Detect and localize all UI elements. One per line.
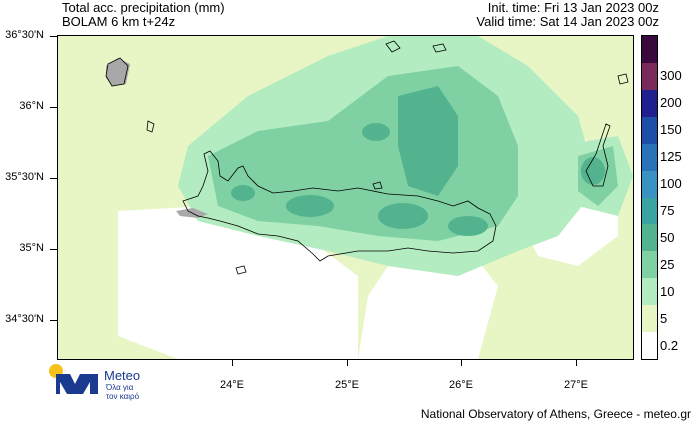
model-subtitle: BOLAM 6 km t+24z	[62, 14, 176, 29]
lat-label-35-30: 35°30'N	[5, 171, 44, 183]
island-coastline-2	[432, 43, 447, 53]
logo-tagline-line1: Όλα για	[106, 383, 134, 392]
lon-tick	[232, 360, 233, 366]
field-50mm-centre	[398, 86, 458, 196]
legend-swatch	[642, 36, 657, 64]
legend-swatch	[642, 170, 657, 198]
legend-label: 50	[660, 229, 675, 245]
logo-name: Meteo	[104, 368, 141, 383]
lat-tick	[50, 178, 57, 179]
lat-label-36: 36°N	[19, 100, 44, 112]
lat-tick	[50, 107, 57, 108]
karpathos-coastline	[585, 123, 611, 187]
island-coastline-1	[385, 40, 401, 53]
lon-label-24: 24°E	[220, 379, 244, 391]
lon-tick	[576, 360, 577, 366]
lon-label-26: 26°E	[449, 379, 473, 391]
init-time: Init. time: Fri 13 Jan 2023 00z	[487, 0, 659, 15]
legend-swatch	[642, 62, 657, 91]
lat-tick	[50, 320, 57, 321]
lat-label-35: 35°N	[19, 242, 44, 254]
lat-label-36-30: 36°30'N	[5, 29, 44, 41]
valid-time: Valid time: Sat 14 Jan 2023 00z	[476, 14, 659, 29]
precipitation-field	[58, 36, 633, 359]
legend-label: 25	[660, 256, 675, 272]
kythira-coastline	[105, 57, 129, 87]
legend-swatch	[642, 116, 657, 145]
field-50mm-southeast	[448, 216, 488, 236]
legend-label: 100	[660, 176, 682, 192]
lon-label-27: 27°E	[564, 379, 588, 391]
map-title: Total acc. precipitation (mm)	[62, 0, 225, 15]
field-50mm-south	[378, 203, 428, 229]
legend-swatch	[642, 89, 657, 118]
field-50mm-far-west	[231, 185, 255, 201]
legend-swatch	[642, 224, 657, 252]
island-coastline-5	[372, 181, 383, 190]
legend-swatch	[642, 305, 657, 333]
legend-swatch	[642, 143, 657, 172]
lon-label-25: 25°E	[335, 379, 359, 391]
lon-tick	[461, 360, 462, 366]
island-coastline-6	[235, 265, 247, 275]
legend-label: 75	[660, 202, 675, 218]
lat-tick	[50, 36, 57, 37]
footer-credit: National Observatory of Athens, Greece -…	[420, 407, 691, 421]
field-dry-southeast	[358, 261, 498, 359]
meteo-logo: Meteo Όλα για τον καιρό	[48, 362, 158, 402]
legend-label: 0.2	[660, 337, 679, 353]
lon-tick	[347, 360, 348, 366]
legend-swatch	[642, 278, 657, 306]
meteo-logo-icon	[49, 364, 98, 394]
legend-label: 125	[660, 149, 682, 165]
precipitation-legend	[641, 35, 658, 360]
field-50mm-east	[581, 157, 605, 185]
legend-label: 10	[660, 283, 675, 299]
crete-coastline	[182, 150, 497, 262]
field-50mm-west	[286, 195, 334, 217]
island-coastline-3	[617, 73, 629, 85]
legend-swatch	[642, 197, 657, 225]
field-grey-island	[106, 58, 130, 86]
legend-swatch	[642, 332, 657, 360]
lat-tick	[50, 249, 57, 250]
field-50mm-spot	[362, 123, 390, 141]
legend-label: 5	[660, 310, 668, 326]
coastlines	[105, 40, 629, 275]
meteo-m-mark	[56, 374, 98, 394]
legend-swatch	[642, 251, 657, 279]
island-coastline-4	[146, 120, 155, 133]
logo-tagline-line2: τον καιρό	[106, 392, 140, 401]
precipitation-map	[57, 35, 634, 360]
lat-label-34-30: 34°30'N	[5, 313, 44, 325]
legend-label: 150	[660, 122, 682, 138]
legend-label: 200	[660, 95, 682, 111]
legend-label: 300	[660, 68, 682, 84]
